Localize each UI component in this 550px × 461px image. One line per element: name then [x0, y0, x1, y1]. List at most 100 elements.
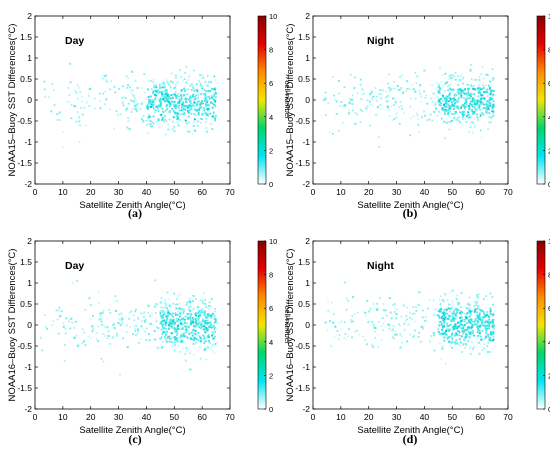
data-point	[175, 81, 178, 84]
data-point	[445, 308, 448, 311]
data-point	[378, 320, 380, 323]
data-point	[474, 88, 477, 91]
data-point	[438, 298, 441, 301]
data-point	[386, 105, 389, 108]
data-point	[465, 115, 468, 118]
data-point	[123, 96, 126, 99]
data-point	[102, 92, 105, 95]
data-point	[159, 86, 162, 89]
data-point	[195, 337, 198, 340]
data-point	[192, 325, 195, 327]
data-point	[176, 117, 179, 120]
data-point	[406, 340, 409, 343]
data-point	[345, 337, 348, 340]
data-point	[194, 318, 197, 320]
data-point	[492, 313, 495, 316]
x-tick-label: 30	[392, 187, 402, 197]
data-point	[207, 340, 210, 343]
data-point	[476, 324, 479, 327]
data-point	[200, 339, 203, 342]
data-point	[141, 118, 144, 121]
data-point	[164, 331, 167, 334]
data-point	[198, 346, 201, 349]
data-point	[215, 79, 217, 81]
data-points	[39, 279, 217, 376]
data-point	[168, 304, 171, 307]
data-point	[426, 307, 429, 310]
data-point	[144, 331, 147, 333]
data-point	[395, 308, 398, 311]
data-point	[378, 297, 381, 300]
data-point	[141, 87, 143, 89]
data-point	[116, 334, 119, 337]
data-point	[158, 84, 161, 87]
data-point	[199, 107, 202, 109]
data-point	[51, 82, 54, 86]
data-point	[376, 303, 378, 305]
data-point	[458, 325, 461, 328]
data-point	[174, 322, 177, 325]
data-point	[173, 322, 176, 325]
data-point	[144, 320, 147, 323]
data-point	[143, 311, 146, 314]
data-point	[347, 328, 350, 331]
data-point	[205, 327, 208, 330]
data-point	[185, 350, 188, 352]
data-point	[468, 106, 471, 109]
data-point	[172, 316, 175, 319]
data-point	[467, 340, 470, 343]
data-point	[388, 297, 391, 300]
data-point	[148, 115, 151, 118]
data-point	[100, 318, 103, 321]
data-point	[468, 97, 471, 99]
data-point	[459, 320, 462, 323]
data-point	[468, 92, 470, 94]
data-point	[470, 64, 472, 66]
data-point	[55, 309, 57, 311]
data-point	[200, 325, 203, 328]
data-point	[456, 311, 459, 315]
data-point	[192, 121, 195, 124]
data-point	[162, 326, 164, 329]
data-point	[195, 319, 197, 321]
colorbar-tick-label: 0	[548, 180, 550, 189]
x-tick-label: 10	[58, 412, 68, 422]
data-point	[206, 346, 209, 349]
data-point	[136, 103, 139, 105]
data-point	[453, 327, 456, 330]
data-point	[473, 311, 476, 313]
data-point	[156, 326, 158, 329]
data-point	[174, 104, 177, 107]
data-point	[132, 100, 135, 103]
data-point	[456, 330, 459, 333]
data-point	[486, 73, 489, 76]
data-point	[486, 112, 488, 115]
data-point	[163, 99, 165, 102]
data-point	[438, 98, 441, 101]
data-point	[168, 340, 171, 343]
data-point	[163, 313, 166, 315]
data-point	[479, 91, 481, 94]
data-point	[202, 107, 205, 110]
data-point	[485, 332, 487, 334]
data-point	[161, 107, 164, 110]
data-point	[492, 326, 494, 329]
data-point	[58, 111, 61, 114]
data-point	[438, 321, 441, 324]
y-tick-label: -2	[24, 179, 32, 189]
data-point	[176, 120, 179, 123]
data-point	[459, 317, 461, 319]
data-point	[467, 111, 470, 114]
data-point	[108, 342, 112, 345]
chart-panel-4: 0 10 20 30 40 50 60 70-2-1.5-1-0.500.511.52Sate…	[285, 236, 550, 446]
data-point	[166, 312, 169, 315]
data-point	[450, 306, 453, 309]
data-point	[467, 307, 470, 310]
data-point	[53, 104, 56, 107]
data-point	[488, 327, 491, 329]
data-point	[454, 102, 457, 104]
data-point	[473, 98, 475, 100]
data-point	[484, 314, 487, 317]
data-point	[482, 310, 484, 312]
data-point	[195, 88, 198, 91]
